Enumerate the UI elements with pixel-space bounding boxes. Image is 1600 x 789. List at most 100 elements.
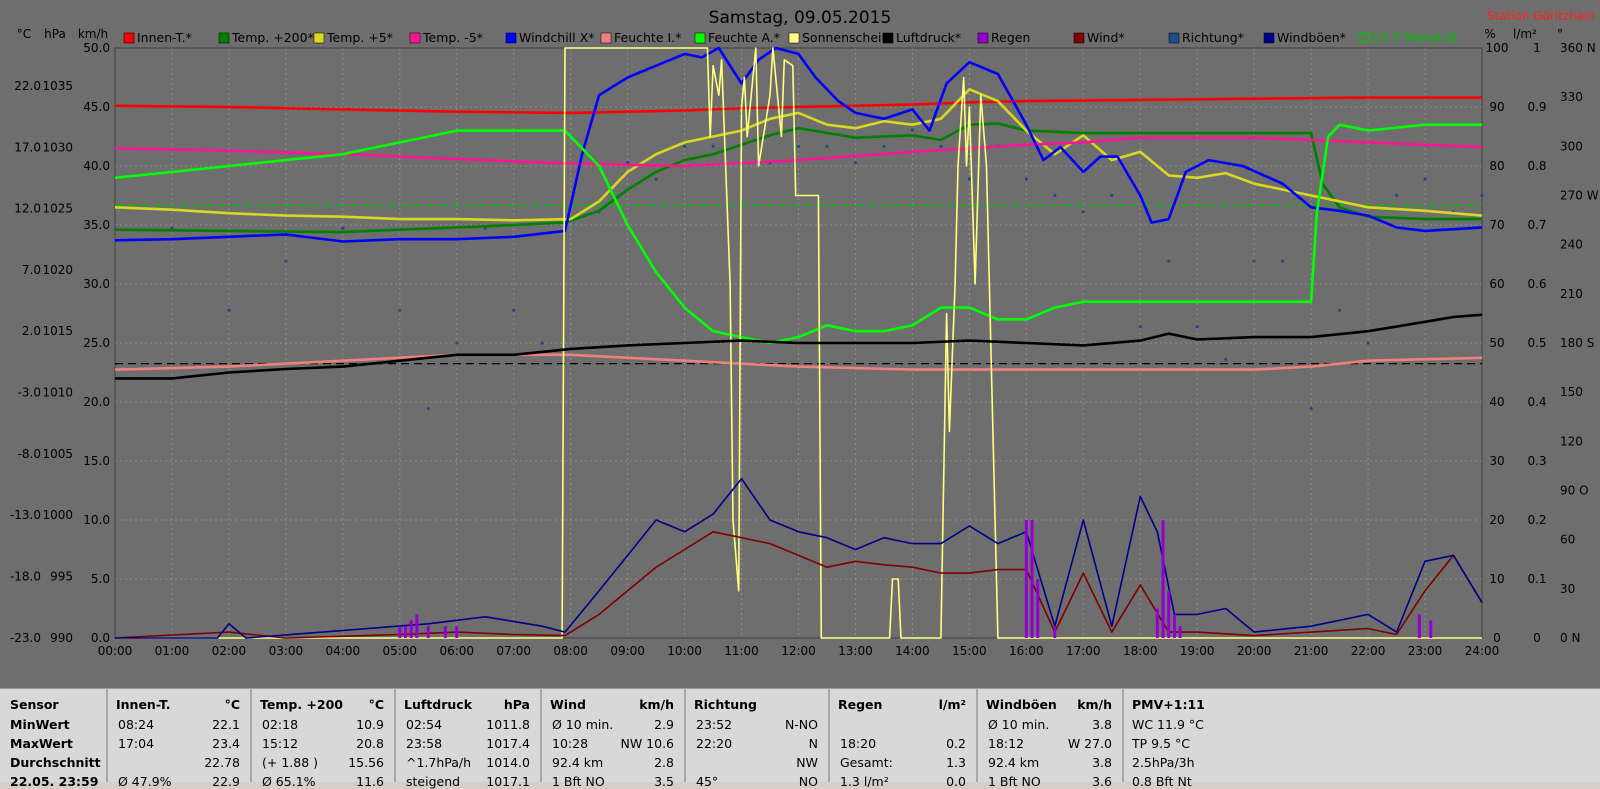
direction-scatter: [170, 111, 1484, 411]
y-tick-label-percent: 70: [1489, 218, 1504, 232]
stats-pmv-row: 2.5hPa/3h: [1132, 755, 1195, 770]
x-tick-label: 04:00: [326, 644, 361, 658]
y-tick-label-pressure_hpa: 1015: [42, 324, 73, 338]
legend-swatch: [1073, 32, 1085, 44]
direction-point: [1338, 308, 1342, 312]
rain-bar: [403, 626, 407, 638]
y-tick-label-pressure_hpa: 1010: [42, 386, 73, 400]
stats-cell-right: 22.1: [212, 717, 240, 732]
stats-cell-left: 02:18: [262, 717, 299, 732]
y-tick-label-wind_kmh: 40.0: [83, 159, 110, 173]
stats-cell-left: Ø 10 min.: [552, 717, 614, 732]
y-tick-label-wind_kmh: 50.0: [83, 41, 110, 55]
y-tick-label-rain_lm2: 0.3: [1527, 454, 1546, 468]
y-tick-label-wind_kmh: 45.0: [83, 100, 110, 114]
legend-label: Windchill X*: [519, 30, 594, 45]
x-tick-label: 21:00: [1294, 644, 1329, 658]
x-tick-label: 10:00: [667, 644, 702, 658]
x-tick-label: 15:00: [952, 644, 987, 658]
rain-bar: [1429, 620, 1433, 638]
rain-bar: [1030, 520, 1034, 638]
stats-header: Temp. +200: [260, 697, 343, 712]
stats-pmv-row: WC 11.9 °C: [1132, 717, 1204, 732]
y-tick-label-pressure_hpa: 1030: [42, 140, 73, 154]
stats-col-sensor: Sensor MinWert MaxWert Durchschnitt 22.0…: [0, 689, 108, 789]
y-tick-label-percent: 80: [1489, 159, 1504, 173]
stats-cell-left: 1 Bft NO: [552, 774, 605, 789]
stats-cell-right: 3.5: [654, 774, 674, 789]
y-tick-label-wind_kmh: 5.0: [91, 572, 110, 586]
rain-bar: [1167, 590, 1171, 638]
series-line: [115, 313, 1483, 380]
axis-unit-label: l/m²: [1513, 27, 1537, 41]
axes: 00:00 01:00 02:00 03:00 04:00 05:00 06:00 07:00…: [10, 27, 1599, 658]
y-tick-label-direction: 30: [1560, 582, 1575, 596]
stats-cell-right: 3.8: [1092, 717, 1112, 732]
rain-bar: [398, 626, 402, 638]
x-tick-label: 16:00: [1009, 644, 1044, 658]
series-line: [114, 88, 1483, 222]
stats-col-col5: Wind km/h Ø 10 min. 2.9 10:28 NW 10.6 92.4 km 2…: [542, 689, 686, 789]
stats-header: Windböen: [986, 697, 1057, 712]
direction-point: [1309, 406, 1313, 411]
y-tick-label-direction: 180 S: [1560, 336, 1594, 350]
y-tick-label-rain_lm2: 0.6: [1527, 277, 1546, 291]
legend-swatch: [218, 32, 230, 44]
direction-point: [1081, 210, 1085, 214]
y-tick-label-temp_c: -18.0: [10, 569, 41, 583]
y-tick-label-wind_kmh: 20.0: [83, 395, 110, 409]
series-line: [115, 477, 1483, 639]
rain-bar: [455, 626, 459, 638]
stats-label-max: MaxWert: [10, 736, 73, 751]
x-tick-label: 09:00: [610, 644, 645, 658]
stats-cell-left: 23:58: [406, 736, 443, 751]
stats-col-col2: Innen-T. °C 08:24 22.1 17:04 23.4 22.78 Ø 47.9%…: [108, 689, 252, 789]
legend-label: Temp. +5*: [326, 30, 393, 45]
stats-cell-left: Ø 10 min.: [988, 717, 1050, 732]
stats-col-col4: Luftdruck hPa 02:54 1011.8 23:58 1017.4 ^1.7hP…: [396, 689, 542, 789]
stats-cell-right: 0.2: [946, 736, 966, 751]
y-tick-label-percent: 40: [1489, 395, 1504, 409]
direction-point: [1053, 193, 1057, 198]
legend-label: Sonnenschein: [802, 30, 889, 45]
stats-cell-left: 45°: [696, 774, 719, 789]
rain-bar: [1178, 626, 1182, 638]
stats-cell-left: 1 Bft NO: [988, 774, 1041, 789]
stats-unit: °C: [368, 697, 384, 712]
stats-cell-right: 3.8: [1092, 755, 1112, 770]
y-tick-label-wind_kmh: 25.0: [83, 336, 110, 350]
stats-cell-right: 10.9: [356, 717, 384, 732]
direction-point: [711, 144, 715, 148]
legend-label: Luftdruck*: [896, 30, 961, 45]
y-tick-label-pressure_hpa: 1025: [42, 202, 73, 216]
y-tick-label-wind_kmh: 10.0: [83, 513, 110, 527]
y-tick-label-direction: 60: [1560, 533, 1575, 547]
x-tick-label: 08:00: [553, 644, 588, 658]
rain-bar: [1155, 608, 1159, 638]
y-tick-label-rain_lm2: 1: [1533, 41, 1541, 55]
stats-cell-right: N: [808, 736, 818, 751]
axis-unit-label: km/h: [78, 27, 108, 41]
y-tick-label-direction: 90 O: [1560, 484, 1589, 498]
axis-unit-label: hPa: [44, 27, 66, 41]
rain-bar: [443, 626, 447, 638]
chart-canvas: 00:00 01:00 02:00 03:00 04:00 05:00 06:00 07:00…: [10, 8, 1599, 658]
x-tick-label: 07:00: [496, 644, 531, 658]
direction-point: [455, 341, 459, 345]
legend-label: 13.7 Monat-Ø: [1372, 30, 1457, 45]
stats-col-col3: Temp. +200 °C 02:18 10.9 15:12 20.8 (+ 1.88 ) 1…: [252, 689, 396, 789]
stats-cell-left: 92.4 km: [988, 755, 1040, 770]
y-tick-label-percent: 0: [1493, 631, 1501, 645]
x-tick-label: 13:00: [838, 644, 873, 658]
stats-cell-right: 0.0: [946, 774, 966, 789]
stats-header-sensor: Sensor: [10, 697, 59, 712]
direction-point: [1138, 325, 1142, 329]
reference-lines: [115, 204, 1482, 365]
y-tick-label-pressure_hpa: 1005: [42, 447, 73, 461]
legend-swatch: [694, 32, 706, 44]
legend-label: Innen-T.*: [137, 30, 192, 45]
y-tick-label-rain_lm2: 0.2: [1527, 513, 1546, 527]
y-tick-label-percent: 10: [1489, 572, 1504, 586]
y-tick-label-temp_c: 12.0: [14, 202, 41, 216]
legend-swatch: [123, 32, 135, 44]
